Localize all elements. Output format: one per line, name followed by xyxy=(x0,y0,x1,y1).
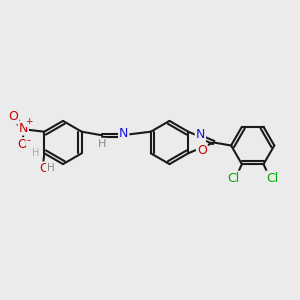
Text: N: N xyxy=(19,122,28,135)
Text: H: H xyxy=(98,139,106,149)
Text: O: O xyxy=(197,143,207,157)
Text: O: O xyxy=(17,138,27,151)
Text: N: N xyxy=(196,128,205,142)
Text: Cl: Cl xyxy=(227,172,239,184)
Text: H: H xyxy=(32,148,40,158)
Text: N: N xyxy=(119,127,128,140)
Text: H: H xyxy=(47,163,55,173)
Text: O: O xyxy=(39,162,49,176)
Text: -: - xyxy=(26,135,30,146)
Text: +: + xyxy=(25,117,33,126)
Text: O: O xyxy=(8,110,18,123)
Text: Cl: Cl xyxy=(266,172,279,184)
